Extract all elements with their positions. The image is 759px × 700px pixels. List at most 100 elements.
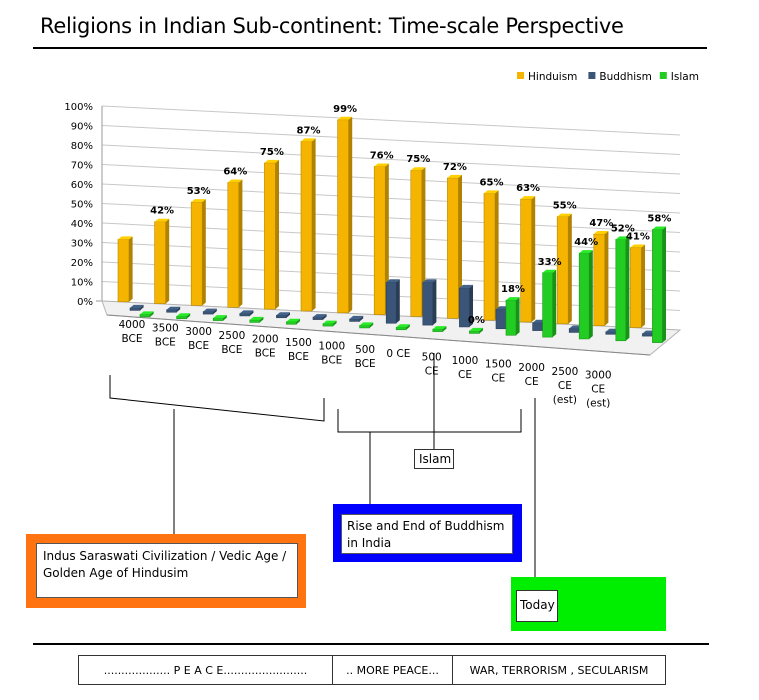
islam-bar — [542, 272, 553, 338]
y-axis-labels: 0% 10% 20% 30% 40% 50% 60% 70% 80% 90% 100% — [64, 102, 93, 308]
hinduism-bar-top — [374, 163, 389, 167]
islam-bar — [432, 328, 444, 332]
x-axis-line — [106, 314, 651, 356]
buddhism-bar — [239, 313, 251, 317]
legend-label: Hinduism — [528, 71, 577, 83]
buddhism-bar — [385, 282, 397, 324]
data-label: 55% — [553, 201, 577, 212]
x-tick-label: 1000 — [318, 341, 345, 353]
hinduism-bar-top — [337, 116, 353, 120]
hinduism-bar-top — [484, 190, 499, 194]
data-label: 42% — [150, 206, 174, 217]
buddhism-bar-side — [396, 279, 400, 324]
buddhism-bar-side — [286, 312, 290, 318]
islam-bar — [322, 323, 334, 327]
islam-bar-side — [516, 297, 520, 336]
data-label: 44% — [574, 237, 598, 248]
buddhism-bar-top — [422, 279, 437, 283]
x-tick-label: (est) — [553, 394, 577, 406]
legend-swatch — [588, 72, 596, 79]
hinduism-bar — [447, 177, 459, 319]
x-tick-label: CE — [425, 365, 439, 377]
buddhism-bar-top — [459, 284, 473, 288]
x-tick-label: CE — [525, 376, 539, 388]
islam-bar — [176, 315, 187, 320]
gridline — [101, 144, 681, 175]
value-labels: 42% 53% 64% 75% 87% 99% 76% 75% 72% 0% 65% 18% 63% 33… — [150, 104, 671, 326]
buddhism-bar-side — [176, 306, 181, 313]
bracket-buddhism — [337, 409, 522, 433]
era-peace: ................... P E A C E...........… — [79, 656, 333, 684]
x-tick-label: CE — [558, 380, 572, 392]
data-label: 33% — [538, 257, 562, 268]
buddhism-bar-side — [140, 304, 144, 311]
x-tick-label: 4000 — [119, 319, 146, 331]
islam-bar — [359, 325, 370, 329]
hinduism-bar-side — [604, 231, 609, 326]
buddhism-annotation: Rise and End of Buddhism in India — [341, 514, 513, 554]
islam-bar — [469, 330, 480, 334]
buddhism-bar — [166, 309, 177, 313]
data-label: 64% — [223, 167, 247, 178]
islam-bar-top — [396, 324, 410, 328]
buddhism-bar-top — [130, 304, 144, 308]
islam-bar-top — [615, 236, 630, 240]
islam-bar — [286, 321, 297, 325]
islam-bar — [212, 317, 224, 321]
legend-swatch — [659, 72, 667, 79]
data-label: 63% — [516, 183, 540, 194]
islam-bar-top — [249, 316, 264, 320]
hinduism-bar — [410, 169, 423, 317]
x-tick-label: 2000 — [518, 362, 545, 374]
hinduism-bar-top — [154, 218, 170, 222]
islam-bar-side — [186, 313, 191, 319]
x-tick-label: BCE — [155, 337, 176, 349]
buddhism-bar — [202, 311, 214, 315]
islam-bar-side — [479, 327, 483, 334]
buddhism-bar-side — [249, 310, 254, 316]
islam-bar-top — [469, 327, 483, 331]
x-tick-label: 3500 — [152, 323, 179, 335]
hinduism-bar-top — [520, 196, 536, 200]
islam-bar-side — [625, 236, 630, 341]
x-tick-label: CE — [458, 369, 472, 381]
hinduism-bar-side — [348, 116, 353, 313]
x-tick-label: BCE — [355, 358, 376, 370]
y-tick-label: 80% — [71, 141, 93, 152]
hinduism-bar-top — [301, 138, 316, 142]
hinduism-bar-side — [202, 199, 206, 306]
islam-bar — [395, 326, 407, 331]
data-label: 75% — [260, 147, 284, 158]
buddhism-bar-side — [469, 284, 473, 327]
x-tick-label: 500 — [355, 344, 375, 356]
islam-bar-top — [140, 311, 154, 315]
hinduism-bar — [520, 198, 532, 323]
islam-bar-top — [506, 297, 520, 301]
islam-bar-side — [259, 316, 264, 323]
x-tick-label: 2000 — [252, 333, 279, 345]
hinduism-bar — [630, 247, 642, 328]
islam-bar-side — [296, 318, 300, 325]
hinduism-bar-side — [568, 213, 572, 324]
data-label: 99% — [333, 104, 357, 115]
buddhism-bar-top — [276, 312, 290, 316]
islam-bar-side — [662, 226, 666, 343]
islam-bar-top — [432, 326, 447, 330]
y-tick-label: 50% — [71, 200, 93, 211]
data-label: 65% — [480, 177, 504, 188]
islam-bar — [249, 319, 261, 323]
y-tick-label: 60% — [71, 180, 93, 191]
islam-bar-side — [589, 250, 593, 339]
x-tick-label: CE — [491, 373, 505, 385]
hinduism-bar-top — [410, 167, 426, 171]
x-tick-label: 3000 — [185, 326, 212, 338]
buddhism-bar — [276, 314, 287, 319]
era-brackets — [109, 353, 536, 590]
x-tick-label: BCE — [188, 340, 209, 352]
data-label: 72% — [443, 162, 467, 173]
hinduism-bar — [117, 239, 130, 303]
islam-bar-top — [542, 269, 557, 273]
x-tick-label: 2500 — [219, 330, 246, 342]
islam-bar-side — [406, 324, 410, 330]
